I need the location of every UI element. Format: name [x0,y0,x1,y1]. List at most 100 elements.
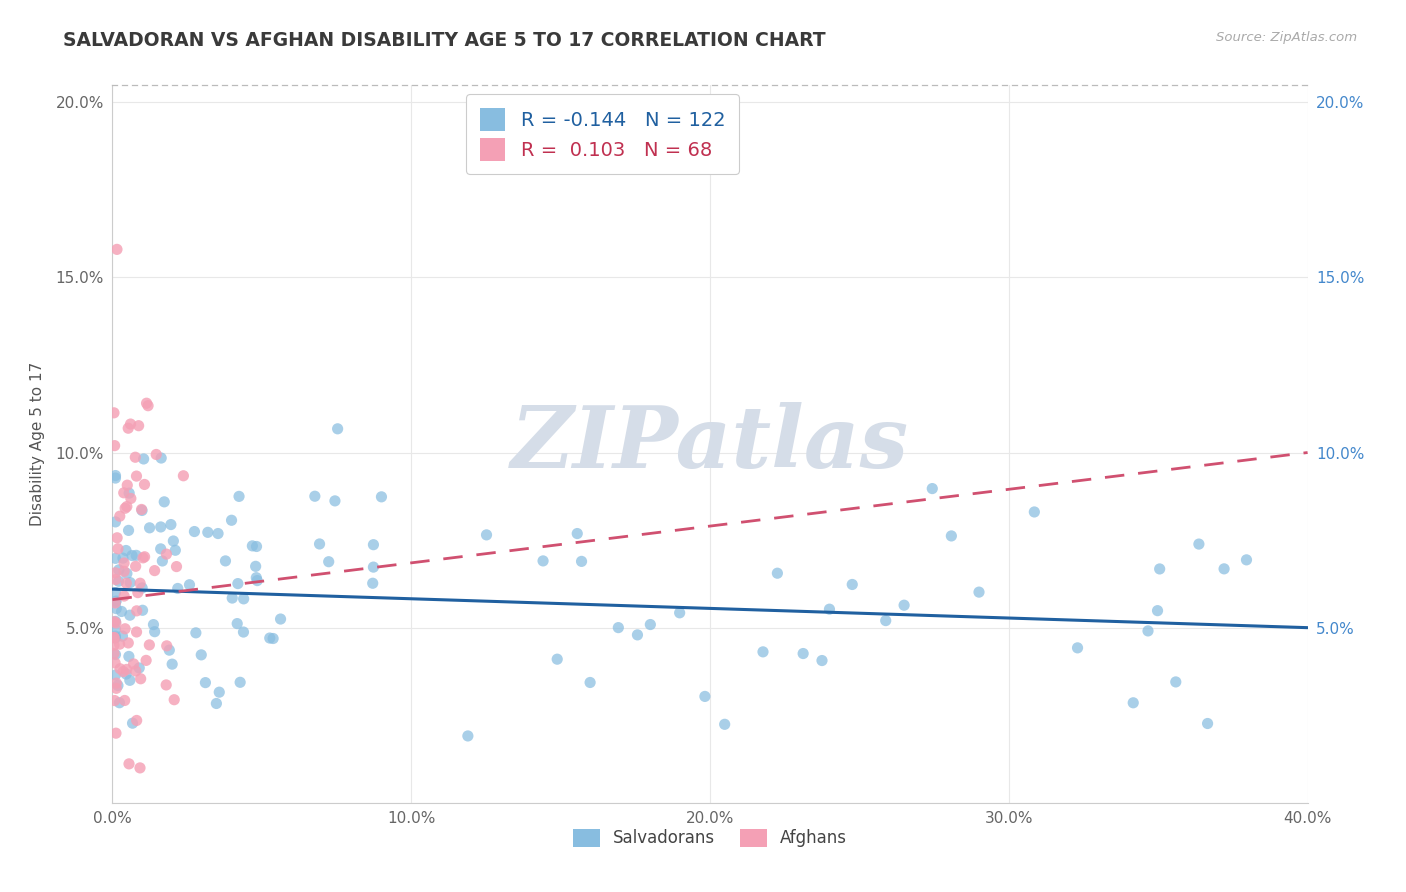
Point [104,595,127,609]
Point [128,661,150,675]
Point [121,549,143,563]
Point [111,551,134,566]
Point [221,513,243,527]
Text: ZIPatlas: ZIPatlas [510,402,910,485]
Point [160,517,183,532]
Point [135,653,157,667]
Point [115,566,138,581]
Point [579,675,602,690]
Point [131,502,153,516]
Point [129,576,152,591]
Point [184,625,207,640]
Point [138,638,160,652]
Point [304,489,326,503]
Text: SALVADORAN VS AFGHAN DISABILITY AGE 5 TO 17 CORRELATION CHART: SALVADORAN VS AFGHAN DISABILITY AGE 5 TO… [63,31,825,50]
Point [190,648,212,662]
Point [172,468,194,483]
Point [110,604,132,618]
Point [104,631,127,645]
Point [531,554,554,568]
Point [112,589,135,603]
Point [163,692,186,706]
Point [893,598,915,612]
Point [125,469,148,483]
Point [752,645,775,659]
Point [124,559,146,574]
Point [1146,604,1168,618]
Point [155,678,177,692]
Point [245,559,267,574]
Point [124,450,146,465]
Point [318,555,340,569]
Point [150,450,173,465]
Point [105,676,128,690]
Point [105,531,128,545]
Point [811,654,834,668]
Point [104,573,127,587]
Point [246,574,269,588]
Point [194,675,217,690]
Point [214,554,236,568]
Legend: Salvadorans, Afghans: Salvadorans, Afghans [565,820,855,855]
Point [143,564,166,578]
Point [115,500,138,514]
Point [104,622,127,636]
Point [457,729,479,743]
Point [1122,696,1144,710]
Point [108,662,131,676]
Point [160,657,183,672]
Point [571,554,593,568]
Point [104,615,127,630]
Point [112,665,135,679]
Point [157,643,180,657]
Point [129,761,152,775]
Point [118,756,141,771]
Point [323,494,346,508]
Point [165,543,187,558]
Point [1188,537,1211,551]
Point [107,678,129,692]
Point [183,524,205,539]
Point [162,533,184,548]
Point [668,606,690,620]
Point [118,673,141,688]
Y-axis label: Disability Age 5 to 17: Disability Age 5 to 17 [30,361,45,526]
Point [103,647,125,661]
Point [125,604,148,618]
Point [105,243,128,257]
Point [108,509,131,524]
Point [841,577,863,591]
Point [205,697,228,711]
Point [115,662,138,676]
Point [326,422,349,436]
Point [143,624,166,639]
Point [156,639,179,653]
Point [166,559,188,574]
Point [1066,640,1088,655]
Point [818,602,841,616]
Point [125,624,148,639]
Point [134,477,156,491]
Point [111,629,134,643]
Point [127,585,149,599]
Point [134,549,156,564]
Point [118,486,141,500]
Point [125,549,148,563]
Point [103,631,125,645]
Text: Source: ZipAtlas.com: Source: ZipAtlas.com [1216,31,1357,45]
Point [128,418,150,433]
Point [153,495,176,509]
Point [104,668,127,682]
Point [229,675,252,690]
Point [103,638,125,652]
Point [136,399,159,413]
Point [117,636,139,650]
Point [115,543,138,558]
Point [361,576,384,591]
Point [713,717,735,731]
Point [792,647,814,661]
Point [1149,562,1171,576]
Point [145,447,167,461]
Point [114,622,136,636]
Point [120,417,142,431]
